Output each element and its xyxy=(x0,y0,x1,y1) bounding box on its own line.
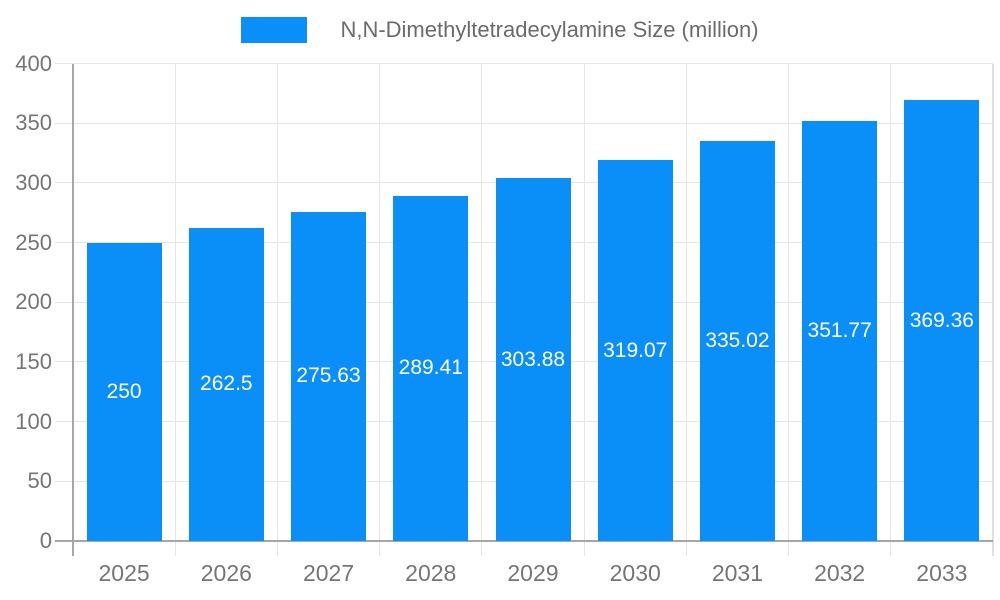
plot-right-border xyxy=(991,63,994,556)
legend-swatch xyxy=(241,17,308,43)
y-gridline xyxy=(55,63,993,64)
bar xyxy=(699,141,775,541)
x-axis-tick-label: 2030 xyxy=(609,560,661,586)
bar xyxy=(802,121,878,541)
x-gridline xyxy=(685,63,687,556)
bar-value-label: 250 xyxy=(106,379,142,403)
bar xyxy=(291,211,367,541)
bar-value-label: 262.5 xyxy=(200,372,253,396)
bar xyxy=(904,100,980,541)
x-axis-tick-label: 2025 xyxy=(98,560,150,586)
x-axis-tick-label: 2031 xyxy=(711,560,764,586)
y-axis-tick-label: 200 xyxy=(15,289,52,315)
bar-value-label: 289.41 xyxy=(398,356,463,380)
bar xyxy=(495,178,571,541)
y-axis-tick-label: 100 xyxy=(15,408,52,434)
bar-value-label: 335.02 xyxy=(705,329,770,353)
bar-value-label: 351.77 xyxy=(807,319,872,343)
x-gridline xyxy=(276,63,278,556)
y-axis-tick-label: 400 xyxy=(15,50,52,76)
bar xyxy=(393,195,469,541)
x-gridline xyxy=(379,63,381,556)
legend-label: N,N-Dimethyltetradecylamine Size (millio… xyxy=(340,17,759,42)
x-axis-line xyxy=(55,540,993,542)
bar-value-label: 303.88 xyxy=(500,347,566,371)
x-axis-tick-label: 2033 xyxy=(916,560,968,586)
x-gridline xyxy=(174,63,176,556)
y-axis-tick-label: 150 xyxy=(15,348,52,374)
y-axis-tick-label: 300 xyxy=(15,169,52,195)
x-gridline xyxy=(583,63,585,556)
bar-value-label: 319.07 xyxy=(603,338,668,362)
x-axis-tick-label: 2028 xyxy=(405,560,457,586)
bar xyxy=(86,242,162,541)
y-axis-tick-label: 0 xyxy=(39,528,52,553)
bar xyxy=(597,160,673,541)
y-axis-line xyxy=(71,63,74,556)
x-gridline xyxy=(481,63,483,556)
x-axis-tick-label: 2027 xyxy=(302,560,355,586)
x-axis-tick-label: 2026 xyxy=(200,560,252,586)
bar xyxy=(188,227,264,541)
x-axis-tick-label: 2029 xyxy=(507,560,559,586)
y-gridline xyxy=(55,122,993,124)
bar-value-label: 275.63 xyxy=(296,364,361,388)
x-axis-tick-label: 2032 xyxy=(814,560,866,586)
bar-value-label: 369.36 xyxy=(909,308,974,332)
y-axis-tick-label: 350 xyxy=(15,110,52,136)
y-axis-tick-label: 250 xyxy=(15,229,52,255)
y-axis-tick-label: 50 xyxy=(27,468,52,494)
x-gridline xyxy=(890,63,892,556)
legend[interactable]: N,N-Dimethyltetradecylamine Size (millio… xyxy=(0,16,1000,44)
x-gridline xyxy=(788,63,790,556)
